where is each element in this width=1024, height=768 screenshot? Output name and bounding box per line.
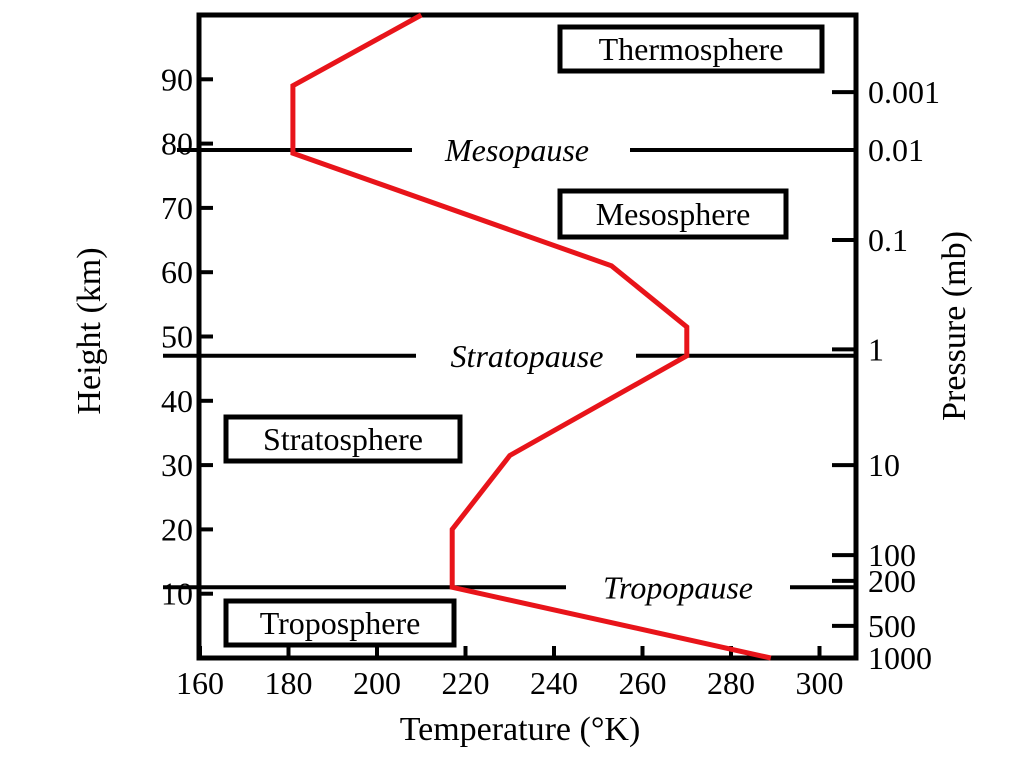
layer-label: Mesosphere	[596, 196, 751, 232]
layer-label: Thermosphere	[599, 31, 784, 67]
layer-label-box	[557, 188, 789, 240]
temperature-tick-label: 240	[530, 665, 578, 701]
pressure-tick-label: 1000	[868, 640, 932, 676]
temperature-tick-label: 280	[707, 665, 755, 701]
boundary-label: Tropopause	[603, 569, 753, 605]
temperature-tick-label: 180	[265, 665, 313, 701]
temperature-tick-label: 260	[619, 665, 667, 701]
pressure-tick-label: 100	[868, 537, 916, 573]
height-tick-label: 60	[161, 254, 193, 290]
boundary-label: Stratopause	[451, 338, 604, 374]
layer-label-box	[223, 598, 457, 648]
height-tick-label: 50	[161, 319, 193, 355]
layer-label-box	[223, 414, 463, 464]
temperature-profile-line	[290, 12, 772, 661]
temperature-tick-label: 220	[442, 665, 490, 701]
pressure-tick-label: 200	[868, 563, 916, 599]
boundary-lines: Tropopause Stratopause Mesopause	[163, 132, 856, 605]
pressure-tick-label: 0.001	[868, 74, 940, 110]
height-tick-label: 80	[161, 126, 193, 162]
pressure-tick-label: 0.01	[868, 132, 924, 168]
layer-label-box	[557, 24, 825, 74]
temperature-tick-label: 300	[796, 665, 844, 701]
height-tick-label: 20	[161, 511, 193, 547]
pressure-tick-label: 10	[868, 447, 900, 483]
y-axis-title: Height (km)	[71, 247, 108, 414]
height-tick-label: 30	[161, 447, 193, 483]
boundary-label: Mesopause	[444, 132, 589, 168]
x-axis-title: Temperature (°K)	[400, 711, 641, 748]
plot-frame	[196, 12, 859, 661]
height-tick-label: 40	[161, 383, 193, 419]
layer-label: Troposphere	[260, 605, 421, 641]
pressure-axis-title: Pressure (mb)	[936, 231, 973, 421]
pressure-tick-label: 1	[868, 331, 884, 367]
temperature-tick-label: 160	[176, 665, 224, 701]
height-axis-ticks: 10 20 30 40 50 60 70 80 90	[161, 61, 213, 612]
temperature-tick-label: 200	[353, 665, 401, 701]
height-tick-label: 70	[161, 190, 193, 226]
pressure-tick-label: 500	[868, 608, 916, 644]
temperature-axis-ticks: 160 180 200 220 240 260 280 300	[176, 646, 844, 701]
height-tick-label: 10	[161, 576, 193, 612]
height-tick-label: 90	[161, 61, 193, 97]
layer-label: Stratosphere	[263, 421, 423, 457]
layer-labels: Troposphere Stratosphere Mesosphere Thermos…	[223, 24, 825, 648]
pressure-tick-label: 0.1	[868, 222, 908, 258]
